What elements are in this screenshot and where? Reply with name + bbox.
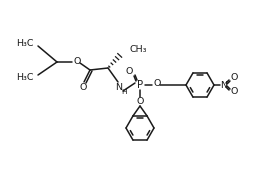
Text: O: O: [230, 74, 238, 82]
Text: O: O: [79, 83, 87, 93]
Text: O: O: [73, 58, 81, 66]
Text: P: P: [137, 80, 143, 90]
Text: O: O: [136, 97, 144, 107]
Text: O: O: [125, 66, 133, 75]
Text: CH₃: CH₃: [129, 44, 147, 54]
Text: H₃C: H₃C: [16, 73, 34, 82]
Text: N: N: [116, 82, 122, 92]
Text: O: O: [230, 88, 238, 97]
Text: O: O: [153, 79, 161, 89]
Text: H: H: [121, 89, 127, 95]
Text: N: N: [221, 81, 227, 89]
Text: H₃C: H₃C: [16, 40, 34, 48]
